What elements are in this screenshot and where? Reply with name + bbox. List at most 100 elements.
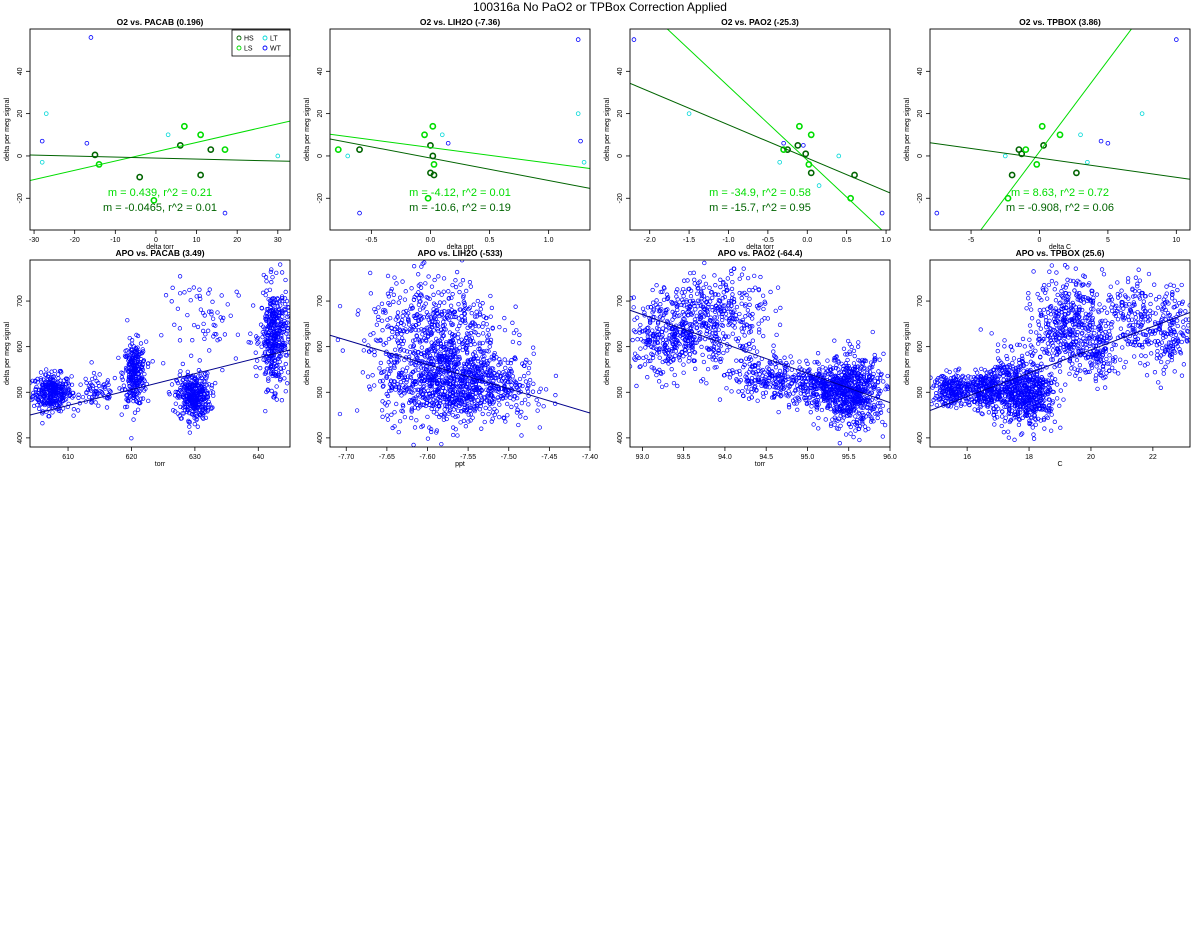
data-point	[83, 376, 88, 382]
data-point	[796, 375, 802, 380]
data-point	[658, 289, 663, 295]
data-point	[834, 402, 839, 408]
data-point	[274, 329, 279, 334]
data-point	[783, 391, 789, 396]
data-point	[189, 353, 194, 358]
data-point	[674, 345, 679, 350]
data-point	[729, 296, 735, 301]
data-point	[263, 371, 269, 376]
data-point	[398, 379, 404, 385]
data-point	[441, 354, 447, 359]
data-point	[401, 377, 406, 383]
data-point	[422, 374, 427, 380]
data-point	[59, 370, 64, 375]
data-point	[402, 375, 407, 381]
data-point	[397, 390, 402, 395]
data-point	[499, 393, 504, 399]
data-point	[426, 388, 431, 393]
data-point	[759, 369, 764, 374]
data-point	[122, 404, 128, 410]
plot-title: APO vs. LIH2O (-533)	[417, 248, 502, 258]
data-point	[500, 396, 505, 401]
data-point	[658, 302, 663, 307]
data-point	[447, 317, 452, 322]
data-point	[273, 370, 278, 375]
data-point	[651, 308, 656, 313]
data-point	[726, 298, 732, 304]
data-point	[681, 312, 687, 317]
data-point	[655, 321, 661, 326]
data-point	[521, 363, 527, 368]
data-point	[785, 374, 791, 379]
data-point	[255, 358, 260, 363]
data-point	[712, 365, 717, 370]
data-point	[806, 388, 811, 394]
data-point	[48, 400, 53, 405]
data-point	[411, 297, 417, 302]
data-point	[40, 386, 46, 391]
data-point	[778, 379, 783, 385]
data-point	[443, 380, 448, 385]
data-point	[434, 430, 439, 435]
data-point	[747, 346, 752, 352]
data-point	[779, 393, 784, 398]
data-point	[385, 317, 390, 322]
data-point	[410, 379, 416, 384]
data-point	[843, 352, 848, 357]
data-point	[719, 356, 724, 362]
data-point	[272, 333, 277, 339]
fit-line-LS	[330, 133, 590, 170]
data-point	[730, 331, 735, 336]
data-point	[841, 413, 846, 418]
data-point	[198, 296, 203, 301]
data-point	[429, 429, 434, 435]
data-point	[405, 386, 410, 391]
data-point	[130, 352, 135, 357]
data-point	[416, 302, 422, 307]
data-point	[410, 305, 415, 311]
data-point	[453, 314, 459, 320]
data-point	[687, 304, 693, 309]
data-point	[379, 301, 385, 306]
data-point	[476, 390, 481, 395]
data-point	[104, 405, 110, 410]
data-point	[427, 326, 433, 332]
data-point	[648, 358, 653, 363]
data-point	[873, 356, 878, 361]
data-point	[797, 359, 802, 364]
data-point	[469, 400, 475, 405]
data-point	[860, 421, 865, 427]
x-tick-label: 620	[126, 454, 138, 461]
data-point	[478, 307, 483, 312]
x-tick-label: -7.45	[541, 454, 557, 461]
data-point	[140, 359, 146, 364]
data-point	[687, 352, 693, 357]
data-point	[730, 292, 735, 297]
data-point	[402, 329, 407, 334]
data-point	[728, 268, 734, 274]
point-LS	[795, 122, 803, 130]
data-point	[272, 336, 278, 341]
data-point	[206, 309, 212, 314]
data-point	[266, 341, 272, 346]
data-point	[189, 399, 195, 405]
data-point	[203, 415, 209, 421]
data-point	[402, 414, 408, 420]
data-point	[499, 373, 504, 379]
data-point	[851, 361, 857, 366]
data-point	[274, 300, 279, 306]
plot-area	[30, 262, 290, 441]
data-point	[272, 320, 277, 325]
data-point	[38, 378, 44, 383]
data-point	[688, 325, 694, 331]
data-point	[192, 421, 197, 427]
data-point	[647, 334, 652, 339]
data-point	[279, 298, 285, 304]
data-point	[875, 375, 880, 381]
data-point	[395, 382, 400, 387]
data-point	[810, 400, 815, 405]
data-point	[408, 375, 414, 381]
data-point	[191, 322, 197, 328]
data-point	[430, 378, 435, 383]
point-LS	[150, 196, 158, 204]
